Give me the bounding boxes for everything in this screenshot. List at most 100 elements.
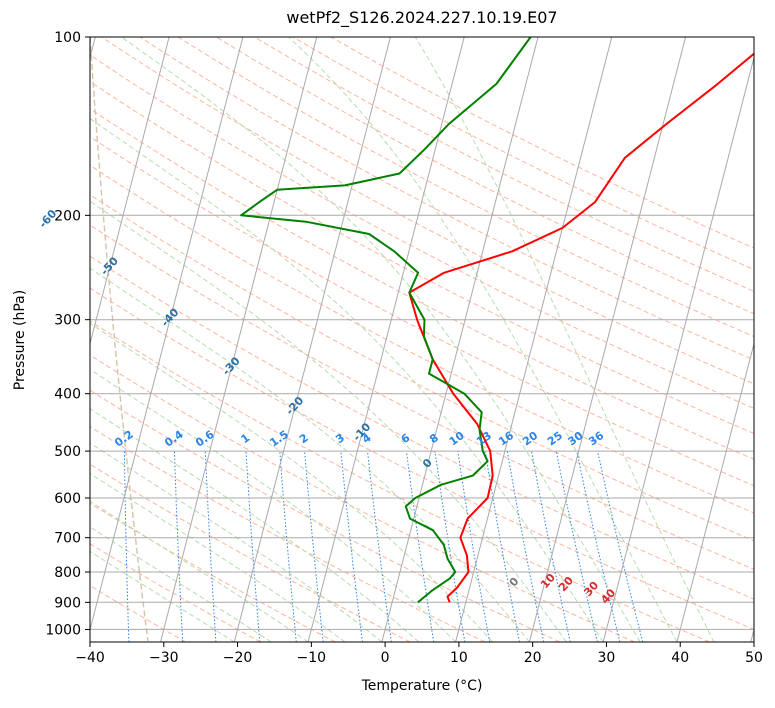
y-axis-label: Pressure (hPa) (12, 289, 28, 391)
mixing-ratio-label: 4 (360, 431, 374, 446)
moist-adiabat (90, 472, 346, 642)
dry-adiabat (90, 389, 561, 642)
y-tick-label: 600 (54, 491, 81, 507)
moist-adiabat-label: 0 (507, 575, 522, 590)
dry-adiabat (90, 585, 186, 642)
dry-adiabat (90, 287, 754, 630)
isotherm (90, 37, 244, 632)
y-tick-label: 400 (54, 387, 81, 403)
mixing-ratio-line (279, 451, 297, 642)
isotherm (602, 55, 754, 642)
moist-adiabat (90, 526, 272, 642)
y-tick-label: 800 (54, 565, 81, 581)
dry-adiabat-label: 0 (420, 456, 435, 471)
x-tick-label: 50 (745, 650, 763, 666)
mixing-ratio-label: 13 (474, 429, 494, 448)
x-tick-label: 10 (450, 650, 468, 666)
isotherm (90, 37, 170, 346)
y-tick-label: 100 (54, 30, 81, 46)
isotherm (160, 37, 318, 642)
mixing-ratio-label: 0.2 (112, 428, 135, 450)
mixing-ratio-line (204, 451, 217, 642)
mixing-ratio-line (367, 451, 392, 642)
y-tick-label: 200 (54, 208, 81, 224)
moist-adiabat (90, 408, 420, 642)
dry-adiabat (90, 502, 336, 642)
mixing-ratio-line (555, 451, 598, 642)
isotherm (233, 37, 391, 642)
mixing-ratio-line (531, 451, 571, 642)
dry-adiabat (90, 255, 754, 600)
mixing-ratio-label: 1 (239, 431, 253, 446)
dry-adiabat (90, 194, 754, 542)
mixing-ratio-label: 2 (297, 431, 311, 446)
isotherm (455, 37, 613, 642)
mixing-ratio-label: 6 (399, 431, 413, 446)
plot-frame (89, 36, 755, 643)
y-tick-label: 700 (54, 531, 81, 547)
moist-adiabat (90, 322, 493, 642)
mixing-ratio-label: 36 (586, 429, 606, 449)
reference-curve (90, 37, 149, 642)
isotherm (381, 37, 539, 642)
moist-adiabat (414, 37, 715, 642)
mixing-ratio-label: 8 (427, 431, 441, 446)
dry-adiabat (90, 224, 754, 571)
x-axis-label: Temperature (°C) (361, 678, 483, 694)
chart-title: wetPf2_S126.2024.227.10.19.E07 (286, 8, 558, 27)
y-tick-label: 300 (54, 313, 81, 329)
data-lines (240, 37, 754, 604)
moist-adiabat (90, 500, 309, 642)
x-tick-label: 30 (598, 650, 616, 666)
moist-adiabat (90, 200, 567, 642)
dry-adiabat (90, 463, 411, 642)
mixing-ratio-label: 30 (566, 429, 586, 449)
mixing-ratio-line (576, 450, 621, 642)
dry-adiabat (90, 543, 261, 642)
moist-adiabat-label: 40 (598, 586, 618, 606)
x-tick-label: 40 (671, 650, 689, 666)
isotherm (676, 341, 754, 642)
x-tick-label: −10 (297, 650, 327, 666)
mixing-ratio-line (484, 451, 520, 642)
dry-adiabat (90, 108, 754, 460)
dry-adiabat (90, 136, 754, 487)
moist-adiabat (288, 37, 678, 642)
isotherm (307, 37, 465, 642)
x-tick-label: 0 (381, 650, 390, 666)
dry-adiabat (254, 37, 754, 292)
dry-adiabat-label: -40 (159, 306, 182, 330)
mixing-ratio-label: 0.6 (193, 428, 217, 450)
mixing-ratio-line (405, 451, 435, 642)
y-tick-label: 1000 (45, 622, 81, 638)
dry-adiabat (90, 426, 486, 642)
mixing-ratio-label: 1.5 (267, 428, 290, 450)
dry-adiabat (139, 37, 754, 361)
y-tick-label: 900 (54, 595, 81, 611)
moist-adiabat (90, 117, 604, 642)
mixing-ratio-line (174, 451, 184, 642)
mixing-ratio-line (245, 451, 261, 642)
mixing-ratio-line (506, 451, 545, 642)
moist-adiabat (90, 550, 235, 642)
mixing-ratio-label: 20 (520, 429, 540, 449)
y-tick-label: 500 (54, 444, 81, 460)
mixing-ratio-line (340, 451, 363, 642)
x-tick-label: −20 (223, 650, 253, 666)
y-axis: 1000 900 800 700 600 500 400 300 200 100 (45, 30, 90, 638)
moist-adiabat (90, 368, 456, 642)
x-tick-label: −40 (75, 650, 105, 666)
mixing-ratio-label: 10 (447, 429, 467, 449)
x-axis: −40 −30 −20 −10 0 10 20 30 40 50 (75, 642, 763, 666)
moist-adiabat-label: 20 (556, 574, 576, 594)
moist-adiabat-label: 30 (581, 579, 601, 599)
mixing-ratio-label: 25 (545, 429, 565, 448)
moist-adiabat (90, 442, 383, 642)
dry-adiabat (101, 37, 754, 385)
dry-adiabat (90, 354, 635, 642)
dry-adiabat (215, 37, 754, 315)
mixing-ratio-line (304, 451, 324, 642)
background-lines (90, 37, 754, 642)
dry-adiabat (90, 320, 710, 642)
